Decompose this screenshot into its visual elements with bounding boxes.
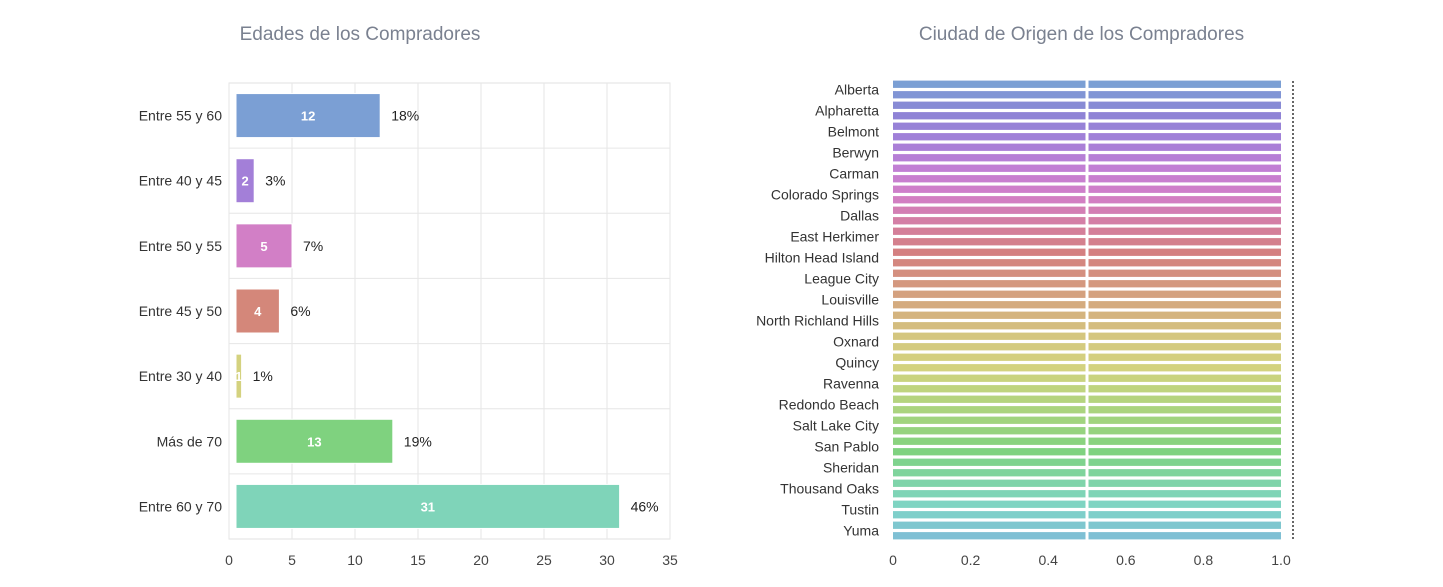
cities-category-label: Redondo Beach <box>779 397 879 413</box>
ages-x-tick-label: 20 <box>473 552 489 568</box>
ages-bar-value-label: 4 <box>254 304 262 319</box>
ages-bar <box>235 223 293 269</box>
cities-category-label: Quincy <box>835 355 879 371</box>
cities-category-label: Alpharetta <box>815 103 879 119</box>
ages-x-tick-label: 30 <box>599 552 615 568</box>
cities-x-tick-label: 1.0 <box>1271 552 1291 568</box>
ages-bar-percent-label: 19% <box>404 433 432 449</box>
cities-category-label: Yuma <box>843 523 879 539</box>
cities-category-label: Belmont <box>828 124 879 140</box>
ages-bar-value-label: 13 <box>307 434 321 449</box>
ages-bar-percent-label: 18% <box>391 108 419 124</box>
ages-bar-value-label: 1 <box>235 369 242 384</box>
cities-category-label: League City <box>804 271 879 287</box>
ages-bar-value-label: 12 <box>301 109 315 124</box>
ages-bar-value-label: 31 <box>421 499 435 514</box>
cities-category-label: Hilton Head Island <box>765 250 879 266</box>
cities-category-label: Carman <box>829 166 879 182</box>
ages-bar-percent-label: 6% <box>290 303 310 319</box>
ages-bar <box>235 483 621 529</box>
ages-bar <box>235 288 280 334</box>
cities-bar-chart: Alberta Alpharetta Belmont Berwyn Carman Colo… <box>756 79 1294 568</box>
cities-category-label: Salt Lake City <box>793 418 879 434</box>
ages-bar-value-label: 2 <box>241 174 248 189</box>
cities-category-label: Louisville <box>821 292 879 308</box>
cities-category-label: Tustin <box>841 502 879 518</box>
ages-bar-percent-label: 7% <box>303 238 323 254</box>
ages-chart-title: Edades de los Compradores <box>239 24 481 45</box>
cities-x-tick-label: 0.6 <box>1116 552 1136 568</box>
ages-bar <box>235 418 394 464</box>
ages-bar <box>235 158 255 204</box>
cities-category-label: Ravenna <box>823 376 879 392</box>
ages-bar-percent-label: 1% <box>253 368 273 384</box>
cities-category-label: Thousand Oaks <box>780 481 879 497</box>
ages-bar <box>235 93 381 139</box>
cities-x-tick-label: 0.8 <box>1194 552 1214 568</box>
cities-x-tick-label: 0 <box>889 552 897 568</box>
cities-category-label: Berwyn <box>832 145 879 161</box>
ages-bar <box>235 353 243 399</box>
ages-category-label: Entre 60 y 70 <box>139 498 222 514</box>
cities-x-tick-label: 0.2 <box>961 552 981 568</box>
ages-x-tick-label: 5 <box>288 552 296 568</box>
cities-category-label: East Herkimer <box>790 229 879 245</box>
ages-chart-panel: Edades de los Compradores 0 5 10 15 20 25 30 35… <box>0 0 720 587</box>
ages-category-label: Más de 70 <box>157 433 223 449</box>
ages-category-label: Entre 50 y 55 <box>139 238 222 254</box>
ages-x-tick-label: 10 <box>347 552 363 568</box>
cities-x-tick-label: 0.4 <box>1038 552 1058 568</box>
ages-category-label: Entre 55 y 60 <box>139 108 222 124</box>
cities-chart-title: Ciudad de Origen de los Compradores <box>918 24 1245 45</box>
cities-category-label: Sheridan <box>823 460 879 476</box>
ages-x-tick-label: 35 <box>662 552 678 568</box>
ages-bar-percent-label: 3% <box>265 173 285 189</box>
cities-category-label: Colorado Springs <box>771 187 879 203</box>
cities-chart-panel: Ciudad de Origen de los Compradores Albe… <box>720 0 1443 587</box>
ages-category-label: Entre 45 y 50 <box>139 303 222 319</box>
cities-category-label: Alberta <box>835 82 880 98</box>
ages-x-tick-label: 0 <box>225 552 233 568</box>
ages-x-tick-label: 25 <box>536 552 552 568</box>
ages-category-label: Entre 30 y 40 <box>139 368 222 384</box>
cities-category-label: Dallas <box>840 208 879 224</box>
cities-category-label: Oxnard <box>833 334 879 350</box>
ages-bar-percent-label: 46% <box>631 498 659 514</box>
ages-category-label: Entre 40 y 45 <box>139 173 222 189</box>
ages-x-tick-label: 15 <box>410 552 426 568</box>
cities-category-label: North Richland Hills <box>756 313 879 329</box>
ages-bar-value-label: 5 <box>260 239 267 254</box>
cities-category-label: San Pablo <box>814 439 879 455</box>
